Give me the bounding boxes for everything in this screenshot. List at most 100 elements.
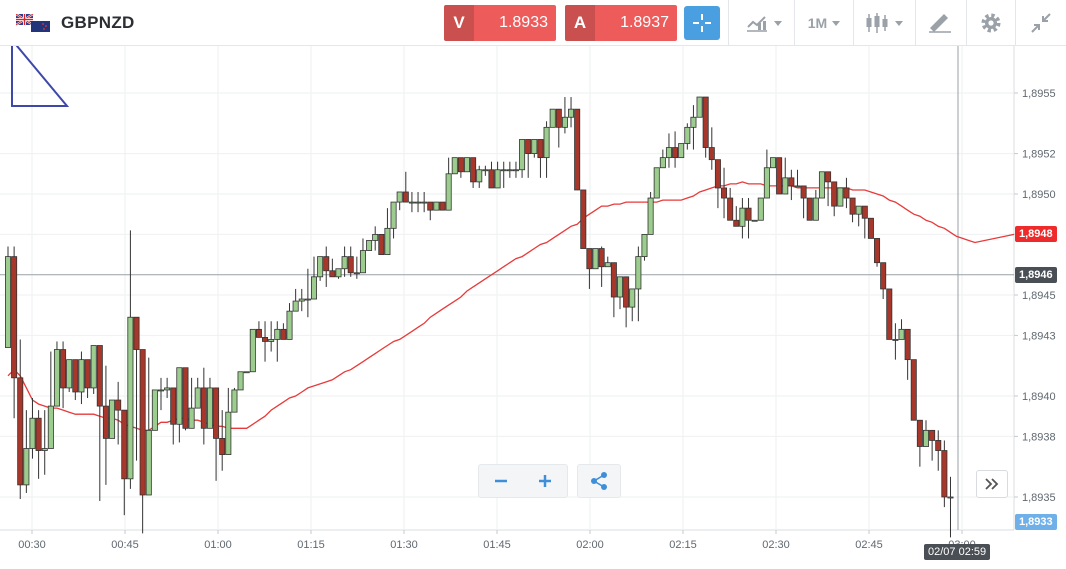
buy-price-button[interactable]: A 1.8937: [565, 5, 677, 41]
candle-style-button[interactable]: [858, 8, 908, 38]
candle-body: [537, 139, 544, 159]
scroll-to-latest-button[interactable]: [976, 470, 1008, 498]
candle: [482, 165, 489, 176]
x-tick-label: 02:45: [855, 539, 883, 551]
candle-body: [604, 262, 611, 268]
gbp-nzd-flag-icon: [16, 14, 50, 32]
candle-body: [702, 96, 709, 148]
candle: [843, 177, 850, 209]
candle-body: [121, 409, 128, 480]
candle: [231, 387, 238, 413]
candle: [574, 108, 581, 191]
candle-body: [433, 201, 440, 211]
candle-body: [372, 233, 379, 241]
candle: [274, 321, 281, 362]
candle: [488, 161, 495, 189]
candle: [935, 430, 942, 471]
share-button[interactable]: [577, 464, 621, 498]
candle-body: [739, 207, 746, 227]
candle: [262, 321, 269, 362]
y-tick-label: 1,8945: [1022, 290, 1056, 302]
y-tick-label: 1,8938: [1022, 431, 1056, 443]
candle: [408, 191, 415, 213]
zoom-in-button[interactable]: [523, 465, 567, 497]
candle-body: [874, 238, 881, 264]
candle: [818, 171, 825, 199]
chart-toolbar: GBPNZD V 1.8933 A 1.8937 1M: [0, 0, 1066, 46]
candle: [372, 226, 379, 251]
candle-body: [794, 185, 801, 188]
candle: [598, 246, 605, 287]
crosshair-time-tag: 02/07 02:59: [924, 544, 991, 560]
candle-body: [219, 438, 226, 455]
drawing-tools-button[interactable]: [922, 8, 958, 38]
candle-body: [335, 268, 342, 278]
candle-body: [347, 256, 354, 274]
candle-body: [255, 328, 262, 338]
candle-body: [384, 227, 391, 255]
candle-body: [317, 256, 324, 278]
candle: [751, 219, 758, 222]
candle-body: [629, 288, 636, 308]
settings-button[interactable]: [973, 8, 1009, 38]
drawing-triangle[interactable]: [11, 37, 70, 107]
candle: [433, 201, 440, 211]
candle-body: [568, 108, 575, 118]
zoom-controls: [478, 464, 568, 498]
minus-icon: [495, 479, 507, 483]
candle-body: [286, 310, 293, 340]
candle: [127, 230, 134, 489]
y-tick-label: 1,8935: [1022, 492, 1056, 504]
price-chart[interactable]: 1,8955 1,8952 1,8950 1,8948 1,8945 1,8943 1,89…: [0, 37, 1066, 564]
candle-body: [751, 219, 758, 222]
chart-type-line-button[interactable]: [738, 8, 788, 38]
candle-body: [635, 256, 642, 290]
x-tick-label: 01:45: [483, 539, 511, 551]
candle-body: [323, 256, 330, 272]
candle: [653, 167, 660, 199]
candle: [378, 233, 385, 255]
candle-body: [512, 169, 519, 172]
timeframe-dropdown[interactable]: 1M: [800, 8, 848, 38]
candle-body: [268, 339, 275, 342]
candle: [213, 387, 220, 481]
candle: [90, 345, 97, 394]
collapse-button[interactable]: [1022, 8, 1060, 38]
candle: [359, 238, 366, 274]
candle-body: [66, 359, 73, 389]
candle-body: [519, 139, 526, 171]
candle: [512, 161, 519, 178]
candle-body: [457, 157, 464, 173]
candle: [629, 288, 636, 322]
candle-body: [29, 417, 36, 449]
candle-body: [60, 349, 67, 389]
candle-body: [72, 359, 79, 393]
candle: [457, 157, 464, 178]
candle: [384, 208, 391, 255]
toolbar-divider: [794, 0, 795, 46]
candle-body: [843, 187, 850, 199]
candle: [29, 398, 36, 459]
candle: [555, 108, 562, 148]
candle-body: [200, 387, 207, 429]
y-tick-label: 1,8943: [1022, 330, 1056, 342]
candle-body: [880, 262, 887, 290]
candle-body: [598, 248, 605, 268]
candle-body: [623, 276, 630, 308]
candle-body: [427, 201, 434, 211]
candle: [280, 323, 287, 340]
candle: [66, 359, 73, 392]
candle-body: [525, 139, 532, 154]
candle: [292, 288, 299, 312]
candle: [494, 161, 501, 189]
candle-body: [84, 359, 91, 389]
candle: [390, 201, 397, 239]
zoom-out-button[interactable]: [479, 465, 523, 497]
sell-price-button[interactable]: V 1.8933: [444, 5, 556, 41]
candle: [623, 276, 630, 328]
candle-body: [353, 272, 360, 275]
candle-body: [757, 197, 764, 221]
candle-body: [818, 171, 825, 199]
candle: [439, 201, 446, 211]
crosshair-button[interactable]: [684, 6, 720, 40]
